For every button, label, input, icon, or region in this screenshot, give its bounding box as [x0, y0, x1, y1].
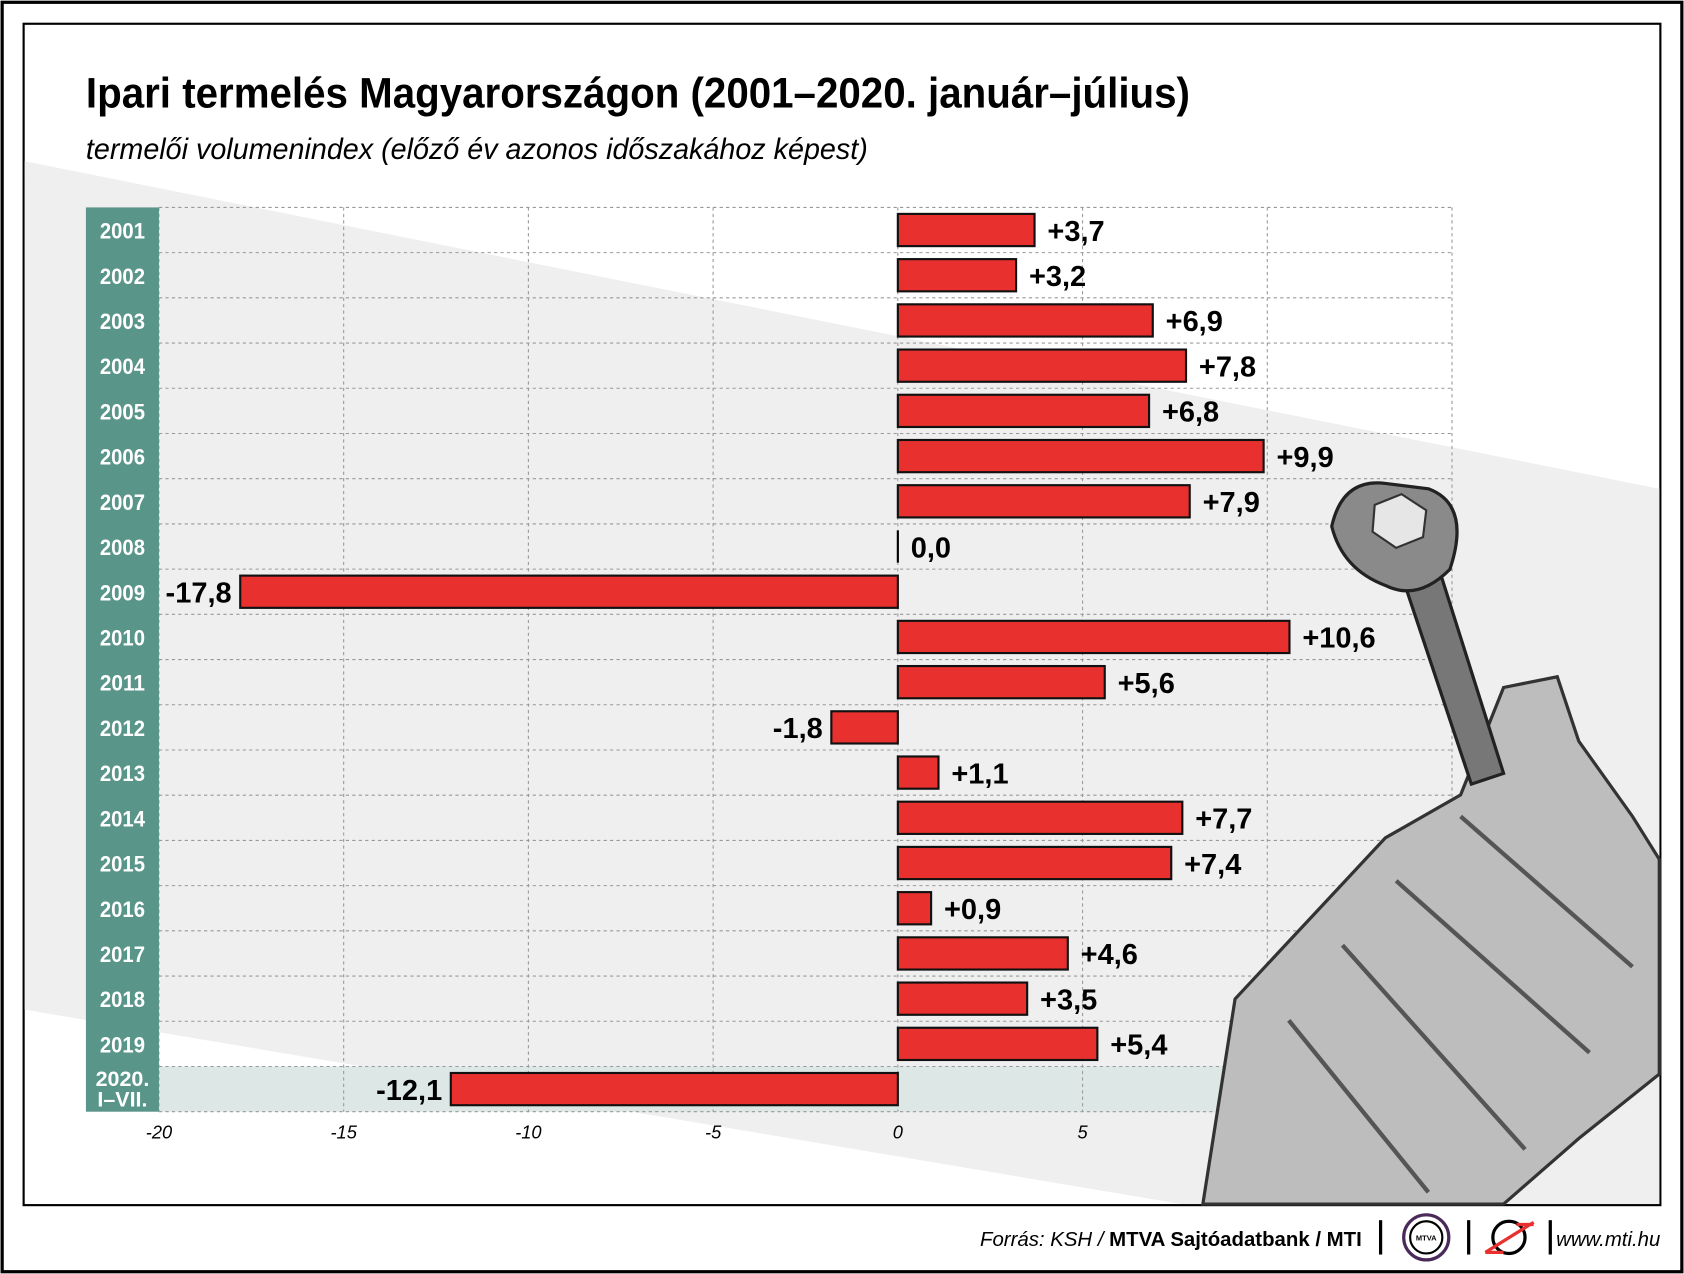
category-label: 2004 [100, 354, 146, 379]
category-label: 2013 [100, 761, 145, 786]
category-label: I–VII. [97, 1087, 147, 1111]
bar [896, 212, 1036, 248]
bar [896, 891, 933, 926]
category-label: 2006 [100, 445, 145, 470]
data-label: +6,8 [1162, 397, 1219, 429]
x-tick-label: 5 [1077, 1122, 1088, 1143]
data-label: +0,9 [944, 894, 1001, 926]
bar [896, 800, 1184, 835]
data-label: +9,9 [1276, 442, 1333, 474]
data-label: +7,7 [1195, 804, 1252, 836]
data-label: +7,8 [1199, 351, 1256, 383]
source-text: Forrás: KSH / MTVA Sajtóadatbank / MTI [980, 1229, 1362, 1251]
bar [449, 1071, 899, 1107]
bar [896, 258, 1018, 293]
background-band [24, 161, 1660, 1205]
data-label: +3,5 [1040, 984, 1097, 1016]
category-label: 2010 [100, 626, 145, 651]
category-label: 2012 [100, 716, 145, 741]
bar [896, 936, 1069, 971]
x-tick-label: -20 [146, 1122, 172, 1143]
x-tick-label: -10 [515, 1122, 541, 1143]
category-label: 2009 [100, 580, 145, 605]
bar [896, 845, 1173, 881]
mtva-logo: MTVA [1402, 1213, 1451, 1262]
bar [896, 981, 1029, 1016]
hand-wrench-illustration [1200, 481, 1661, 1206]
data-label: +7,9 [1203, 487, 1260, 519]
category-label: 2019 [100, 1032, 145, 1057]
data-label: +7,4 [1184, 849, 1241, 881]
footer: Forrás: KSH / MTVA Sajtóadatbank / MTI M… [980, 1213, 1660, 1262]
category-label: 2017 [100, 942, 145, 967]
x-tick-label: 0 [893, 1122, 903, 1143]
category-label: 2015 [100, 852, 145, 877]
data-label: +3,7 [1047, 216, 1104, 248]
bar [239, 574, 899, 609]
data-label: +4,6 [1081, 939, 1138, 971]
category-label: 2016 [100, 897, 145, 922]
chart-title: Ipari termelés Magyarországon (2001–2020… [86, 70, 1190, 118]
bar [896, 348, 1188, 383]
bar [830, 710, 899, 745]
category-label: 2014 [100, 806, 146, 831]
x-tick-label: -5 [705, 1122, 722, 1143]
bar [896, 619, 1291, 655]
data-label: -1,8 [773, 713, 823, 745]
category-label: 2018 [100, 987, 145, 1012]
bar [896, 484, 1191, 519]
category-label: 2007 [100, 490, 145, 515]
category-label: 2005 [100, 399, 145, 424]
category-label: 2011 [100, 671, 145, 696]
data-label: 0,0 [911, 532, 951, 564]
data-label: +10,6 [1302, 623, 1375, 655]
data-label: +6,9 [1166, 306, 1223, 338]
bar [896, 1026, 1099, 1062]
data-label: +1,1 [951, 758, 1008, 790]
bar [896, 303, 1154, 338]
bar [896, 755, 940, 790]
category-label: 2020. [96, 1067, 150, 1091]
category-label: 2003 [100, 309, 145, 334]
x-tick-label: -15 [330, 1122, 357, 1143]
bar [896, 664, 1106, 700]
category-label: 2001 [100, 219, 145, 244]
category-label: 2002 [100, 264, 145, 289]
data-label: -12,1 [376, 1075, 442, 1107]
bar [896, 438, 1265, 474]
chart-subtitle: termelői volumenindex (előző év azonos i… [86, 133, 868, 166]
year-column [85, 207, 159, 1112]
data-label: +5,6 [1118, 668, 1175, 700]
mti-logo [1484, 1219, 1535, 1256]
website-link[interactable]: www.mti.hu [1556, 1229, 1660, 1251]
svg-text:MTVA: MTVA [1416, 1234, 1437, 1243]
bar [896, 393, 1151, 429]
data-label: -17,8 [166, 577, 232, 609]
data-label: +3,2 [1029, 261, 1086, 293]
category-label: 2008 [100, 535, 145, 560]
data-label: +5,4 [1110, 1030, 1167, 1062]
